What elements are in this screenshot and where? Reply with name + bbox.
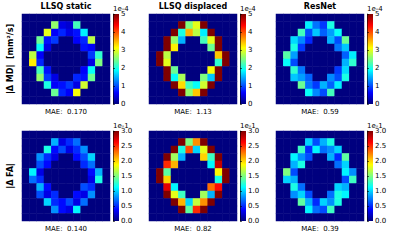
svg-text:MAE: 0.170: MAE: 0.170 <box>45 108 87 116</box>
svg-text:1.5: 1.5 <box>121 172 132 180</box>
svg-text:|Δ MD| [mm²/s]: |Δ MD| [mm²/s] <box>6 24 15 94</box>
svg-text:3.0: 3.0 <box>121 127 132 135</box>
svg-text:4: 4 <box>375 28 380 36</box>
svg-text:2.0: 2.0 <box>248 157 259 165</box>
svg-text:0.0: 0.0 <box>375 217 386 225</box>
svg-text:1e-4: 1e-4 <box>240 4 256 13</box>
svg-text:3.0: 3.0 <box>375 127 386 135</box>
svg-text:3: 3 <box>248 46 252 54</box>
svg-text:1.5: 1.5 <box>248 172 259 180</box>
svg-text:LLSQ static: LLSQ static <box>41 2 92 11</box>
svg-text:1.0: 1.0 <box>375 187 386 195</box>
svg-text:3: 3 <box>121 46 125 54</box>
svg-text:1e-4: 1e-4 <box>113 4 129 13</box>
svg-text:0.0: 0.0 <box>121 217 132 225</box>
svg-text:2.5: 2.5 <box>248 142 259 150</box>
svg-text:1: 1 <box>248 82 252 90</box>
svg-text:MAE: 1.13: MAE: 1.13 <box>174 108 212 116</box>
svg-text:MAE: 0.82: MAE: 0.82 <box>174 225 212 233</box>
svg-text:2: 2 <box>248 64 252 72</box>
svg-text:2: 2 <box>121 64 125 72</box>
svg-text:0.0: 0.0 <box>248 217 259 225</box>
svg-text:4: 4 <box>121 28 126 36</box>
svg-text:0.5: 0.5 <box>121 202 132 210</box>
svg-text:5: 5 <box>121 10 125 18</box>
svg-text:2.5: 2.5 <box>375 142 386 150</box>
svg-text:0.5: 0.5 <box>375 202 386 210</box>
svg-text:MAE: 0.59: MAE: 0.59 <box>301 108 339 116</box>
svg-text:1.5: 1.5 <box>375 172 386 180</box>
svg-text:1: 1 <box>375 82 379 90</box>
svg-text:ResNet: ResNet <box>304 2 336 11</box>
svg-text:0: 0 <box>248 100 252 108</box>
svg-text:2.0: 2.0 <box>121 157 132 165</box>
svg-text:1.0: 1.0 <box>121 187 132 195</box>
svg-text:MAE: 0.39: MAE: 0.39 <box>301 225 339 233</box>
svg-text:1e-1: 1e-1 <box>367 121 383 130</box>
svg-text:0: 0 <box>375 100 379 108</box>
svg-text:1e-4: 1e-4 <box>367 4 383 13</box>
svg-text:MAE: 0.140: MAE: 0.140 <box>45 225 87 233</box>
svg-text:3.0: 3.0 <box>248 127 259 135</box>
svg-text:1.0: 1.0 <box>248 187 259 195</box>
svg-text:2.5: 2.5 <box>121 142 132 150</box>
svg-text:3: 3 <box>375 46 379 54</box>
svg-text:0.5: 0.5 <box>248 202 259 210</box>
svg-text:1: 1 <box>121 82 125 90</box>
svg-text:|Δ FA|: |Δ FA| <box>6 163 15 189</box>
svg-text:1e-1: 1e-1 <box>240 121 256 130</box>
svg-text:5: 5 <box>248 10 252 18</box>
svg-text:0: 0 <box>121 100 125 108</box>
svg-text:5: 5 <box>375 10 379 18</box>
svg-text:1e-1: 1e-1 <box>113 121 129 130</box>
svg-text:4: 4 <box>248 28 253 36</box>
svg-text:2.0: 2.0 <box>375 157 386 165</box>
svg-text:LLSQ displaced: LLSQ displaced <box>159 2 228 11</box>
svg-text:2: 2 <box>375 64 379 72</box>
